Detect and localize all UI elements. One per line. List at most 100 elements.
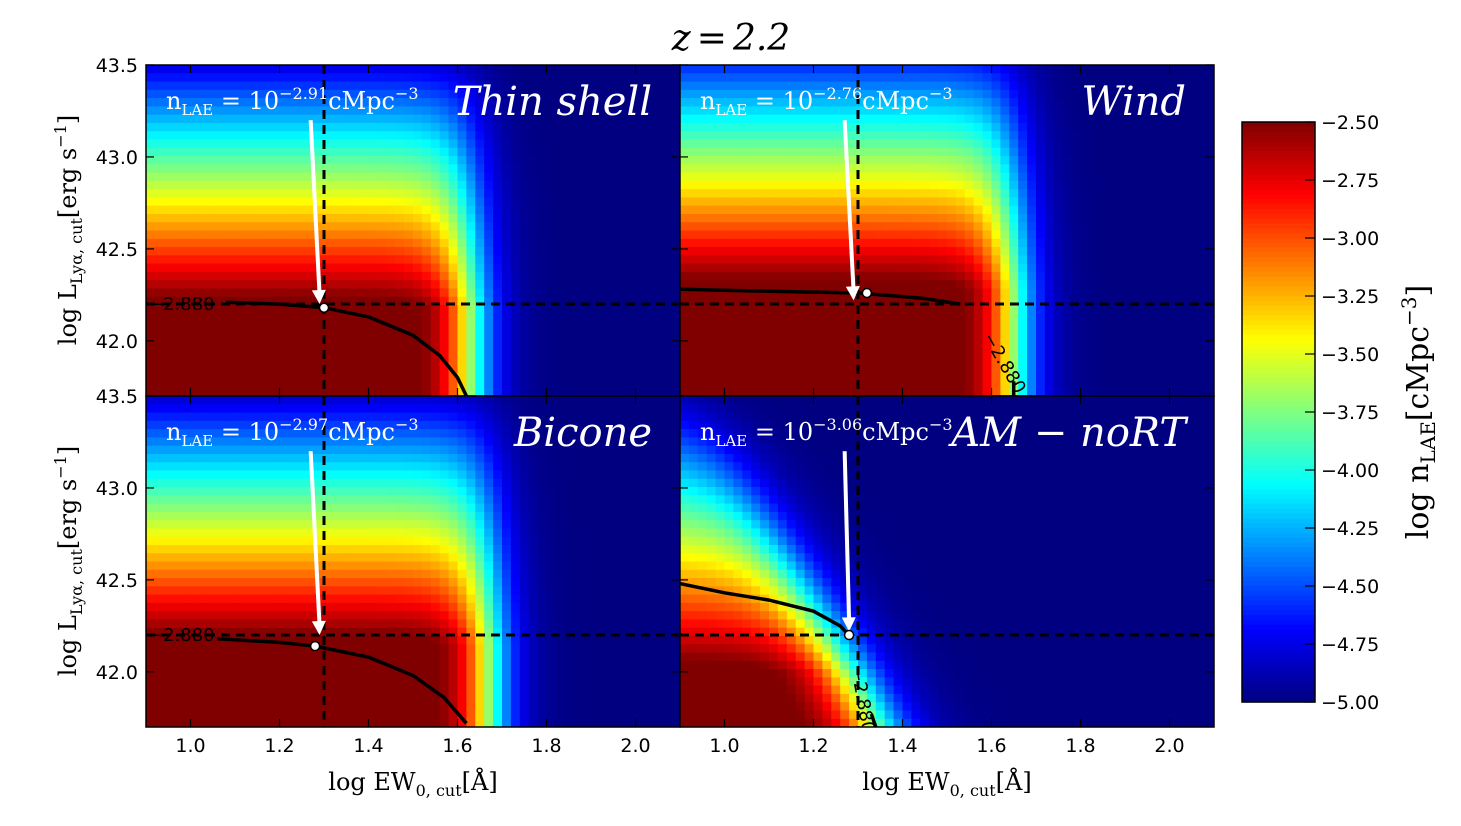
heatmap-cell: [199, 255, 209, 265]
heatmap-cell: [831, 65, 841, 74]
heatmap-cell: [466, 89, 476, 99]
heatmap-cell: [1036, 280, 1046, 290]
heatmap-cell: [270, 263, 281, 273]
heatmap-cell: [199, 164, 209, 174]
heatmap-cell: [653, 89, 663, 99]
heatmap-cell: [875, 288, 886, 298]
heatmap-cell: [519, 354, 530, 364]
heatmap-cell: [243, 304, 254, 314]
heatmap-cell: [1205, 139, 1214, 149]
heatmap-cell: [1107, 164, 1117, 174]
heatmap-cell: [786, 147, 797, 157]
heatmap-cell: [1205, 271, 1214, 281]
heatmap-cell: [315, 189, 325, 198]
heatmap-cell: [653, 304, 663, 314]
heatmap-cell: [608, 89, 619, 99]
heatmap-cell: [261, 238, 272, 248]
heatmap-cell: [884, 156, 895, 165]
heatmap-cell: [858, 114, 868, 124]
heatmap-cell: [350, 89, 361, 99]
heatmap-cell: [528, 338, 539, 347]
heatmap-cell: [653, 189, 663, 198]
heatmap-cell: [1053, 131, 1064, 141]
heatmap-cell: [279, 338, 289, 347]
heatmap-cell: [706, 371, 717, 381]
heatmap-cell: [421, 288, 432, 298]
heatmap-cell: [377, 73, 387, 83]
heatmap-cell: [1089, 122, 1099, 132]
heatmap-cell: [297, 164, 307, 174]
heatmap-cell: [252, 271, 263, 281]
heatmap-cell: [288, 213, 298, 223]
heatmap-cell: [306, 346, 316, 356]
heatmap-cell: [1142, 329, 1153, 339]
heatmap-cell: [1000, 238, 1010, 248]
heatmap-cell: [146, 164, 156, 174]
heatmap-cell: [386, 197, 396, 207]
heatmap-cell: [875, 247, 886, 256]
heatmap-cell: [1053, 89, 1064, 99]
heatmap-cell: [324, 156, 334, 165]
heatmap-cell: [617, 213, 628, 223]
heatmap-cell: [1133, 271, 1144, 281]
heatmap-cell: [893, 288, 904, 298]
heatmap-cell: [413, 230, 423, 240]
heatmap-cell: [466, 81, 476, 91]
heatmap-cell: [929, 271, 939, 281]
heatmap-cell: [973, 230, 984, 240]
heatmap-cell: [1036, 222, 1046, 232]
heatmap-cell: [564, 346, 574, 356]
heatmap-cell: [795, 106, 806, 116]
heatmap-cell: [1160, 271, 1171, 281]
heatmap-cell: [484, 98, 494, 107]
heatmap-cell: [1196, 122, 1206, 132]
heatmap-cell: [1107, 106, 1117, 116]
heatmap-cell: [591, 321, 601, 331]
heatmap-cell: [1053, 338, 1064, 347]
heatmap-cell: [546, 271, 556, 281]
heatmap-cell: [671, 156, 680, 165]
heatmap-cell: [1009, 164, 1019, 174]
heatmap-cell: [208, 147, 218, 157]
heatmap-cell: [599, 114, 610, 124]
heatmap-cell: [1205, 172, 1214, 182]
heatmap-cell: [439, 122, 450, 132]
heatmap-cell: [786, 189, 797, 198]
heatmap-cell: [662, 65, 672, 74]
heatmap-cell: [146, 271, 156, 281]
heatmap-cell: [875, 213, 886, 223]
heatmap-cell: [1116, 362, 1126, 372]
heatmap-cell: [1009, 81, 1019, 91]
heatmap-cell: [653, 313, 663, 323]
heatmap-cell: [181, 106, 192, 116]
heatmap-cell: [991, 156, 1001, 165]
heatmap-cell: [332, 172, 343, 182]
heatmap-cell: [306, 73, 316, 83]
heatmap-cell: [938, 362, 948, 372]
heatmap-cell: [190, 321, 200, 331]
heatmap-cell: [662, 205, 672, 215]
heatmap-cell: [537, 81, 548, 91]
heatmap-cell: [671, 213, 680, 223]
heatmap-cell: [1044, 81, 1055, 91]
heatmap-cell: [902, 321, 912, 331]
heatmap-cell: [341, 230, 352, 240]
heatmap-cell: [1098, 106, 1108, 116]
heatmap-cell: [404, 213, 414, 223]
heatmap-cell: [902, 313, 912, 323]
heatmap-cell: [671, 205, 680, 215]
heatmap-cell: [920, 304, 930, 314]
heatmap-cell: [288, 164, 298, 174]
heatmap-cell: [475, 180, 485, 190]
heatmap-cell: [680, 147, 690, 157]
heatmap-cell: [395, 379, 405, 389]
heatmap-cell: [395, 180, 405, 190]
heatmap-cell: [938, 346, 948, 356]
heatmap-cell: [493, 362, 503, 372]
heatmap-cell: [430, 238, 441, 248]
heatmap-cell: [1133, 329, 1144, 339]
heatmap-cell: [172, 280, 183, 290]
heatmap-cell: [413, 106, 423, 116]
heatmap-cell: [163, 296, 174, 306]
heatmap-cell: [982, 346, 993, 356]
